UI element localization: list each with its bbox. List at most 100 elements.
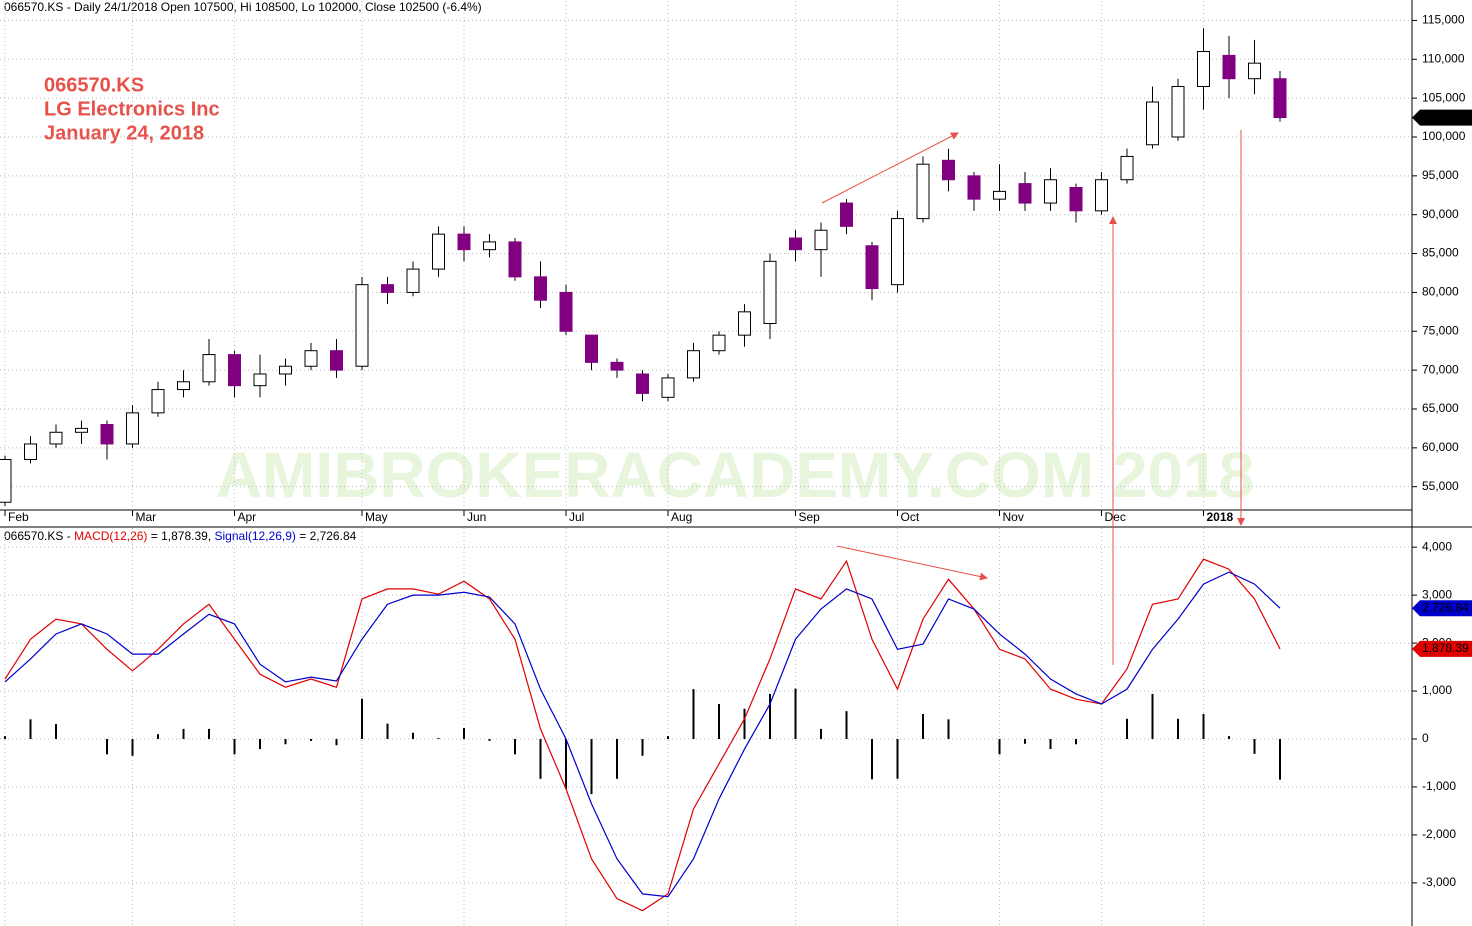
macd-header: 066570.KS - MACD(12,26) = 1,878.39, Sign… [4,529,357,543]
x-tick-label: Jun [467,510,486,524]
histogram-bar [947,719,950,739]
candle-body [840,202,853,227]
y-tick-label: 0 [1422,731,1429,745]
candle-body [1120,155,1134,181]
candle-body [661,377,675,398]
histogram-bar [1202,714,1205,739]
histogram-bar [667,736,669,739]
last-value-label: 2,726.84 [1422,600,1469,614]
header-part: MACD(12,26) [74,529,147,543]
y-tick-label: 75,000 [1422,323,1459,337]
header-part: = 2,726.84 [299,529,356,543]
histogram-bar [4,736,6,739]
histogram-bar [794,688,797,739]
histogram-bar [641,738,644,756]
candle-body [610,361,624,371]
histogram-bar [1049,738,1052,750]
histogram-bar [871,738,873,780]
annotation: LG Electronics Inc [44,98,220,120]
histogram-bar [29,719,32,739]
arrow [836,545,988,581]
histogram-bar [1177,718,1179,739]
candle-body [1044,179,1057,204]
histogram-bar [1151,693,1154,739]
header-part: Signal(12,26,9) [215,529,296,543]
candle-body [1248,62,1261,80]
histogram-bar [131,738,134,756]
last-value-label: 1,878.39 [1422,641,1469,655]
candle-body [457,233,471,251]
candle-body [0,458,12,503]
x-tick-label: 2018 [1207,510,1234,524]
header-part: = 1,878.39, [151,529,211,543]
histogram-bar [565,738,567,789]
candle-body [1171,85,1185,138]
candle-body [508,241,522,278]
y-tick-label: 3,000 [1422,587,1452,601]
candle-body [738,311,751,336]
x-tick-label: Apr [238,510,257,524]
candle-body [304,350,318,367]
candle-body [355,284,369,367]
y-tick-label: 55,000 [1422,479,1459,493]
candle-body [1222,54,1236,80]
x-tick-label: Nov [1003,510,1024,524]
y-tick-label: 60,000 [1422,440,1459,454]
candle-body [177,381,190,391]
histogram-bar [1024,738,1026,744]
y-tick-label: 85,000 [1422,246,1459,260]
macd-line [4,558,1281,912]
macd-line [4,571,1281,898]
histogram-bar [590,738,593,795]
x-tick-label: Mar [136,510,157,524]
candle-body [967,175,981,200]
annotation: January 24, 2018 [44,122,204,144]
histogram-bar [922,714,924,739]
candle-body [253,373,267,387]
histogram-bar [845,711,848,739]
candle-body [381,284,394,293]
histogram-bar [361,698,363,739]
histogram-bar [692,689,695,739]
histogram-bar [1075,738,1077,745]
x-tick-label: Jul [569,510,584,524]
histogram-bar [514,738,516,755]
candle-body [789,237,802,251]
histogram-bar [769,693,771,739]
histogram-bar [182,728,185,739]
candle-body [75,427,88,433]
candle-body [1273,78,1287,119]
y-tick-label: 4,000 [1422,539,1452,553]
candle-body [202,354,216,383]
histogram-bar [55,724,57,739]
candle-body [585,334,598,363]
histogram-bar [437,738,440,739]
candle-body [24,443,37,460]
arrow [821,132,959,204]
candle-body [1095,179,1108,212]
histogram-bar [106,738,108,755]
histogram-bar [1279,738,1281,780]
candle-body [432,233,445,270]
histogram-bar [998,738,1001,755]
y-tick-label: 65,000 [1422,401,1459,415]
candle-body [993,190,1006,200]
candle-body [559,291,573,332]
y-tick-label: 115,000 [1422,13,1465,27]
y-tick-label: -2,000 [1422,827,1456,841]
annotation: 066570.KS [44,74,144,96]
y-tick-label: -3,000 [1422,875,1456,889]
last-value-box [1412,640,1472,657]
x-tick-label: Sep [799,510,821,524]
y-tick-label: 105,000 [1422,90,1466,104]
histogram-bar [1228,736,1230,739]
price-header: 066570.KS - Daily 24/1/2018 Open 107500,… [4,0,482,14]
histogram-bar [539,738,542,779]
candle-body [279,365,292,375]
histogram-bar [335,738,338,746]
candle-body [814,229,828,251]
histogram-bar [386,723,389,739]
candle-body [228,354,241,387]
candle-body [712,334,726,352]
